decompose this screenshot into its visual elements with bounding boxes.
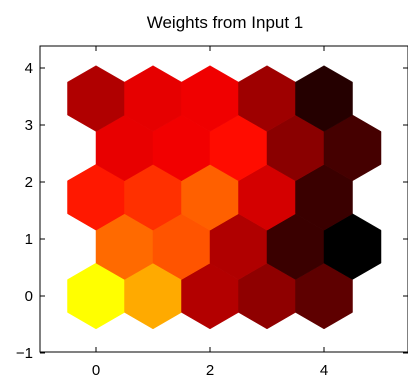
y-tick-label-2: 2 [25,174,33,191]
x-tick-label-4: 4 [320,362,328,379]
hex-cell-24 [295,65,353,132]
y-tick-label-3: 3 [25,117,33,134]
x-tick-label-0: 0 [92,362,100,379]
y-tick-label-1: 1 [25,231,33,248]
chart-title: Weights from Input 1 [147,13,304,32]
axes-box [39,45,408,353]
hex-cells [67,65,382,330]
y-tick-label--1: −1 [16,345,33,362]
y-tick-label-0: 0 [25,288,33,305]
y-tick-label-4: 4 [25,60,33,77]
axis-ticks: 0 2 4 −1 0 1 2 3 4 [16,46,408,379]
x-tick-label-2: 2 [206,362,214,379]
